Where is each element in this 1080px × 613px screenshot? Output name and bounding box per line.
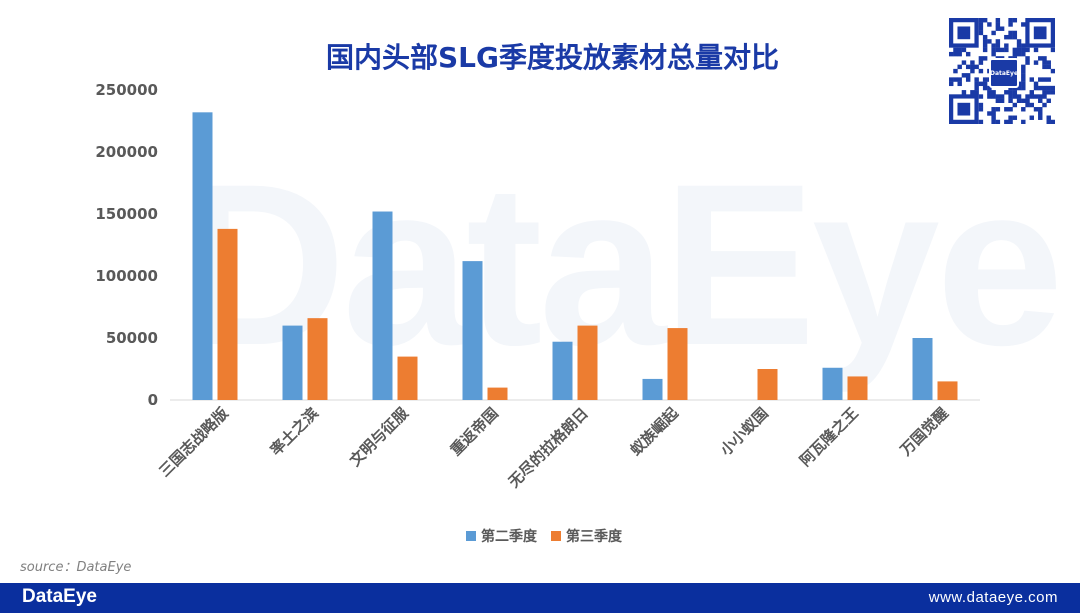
x-tick-label: 蚁族崛起 (627, 403, 683, 459)
bar-q3 (397, 356, 418, 400)
y-tick-label: 250000 (95, 81, 158, 99)
legend-item-q3: 第三季度 (551, 526, 622, 546)
x-tick-label: 阿瓦隆之王 (796, 404, 862, 470)
bar-q2 (552, 341, 573, 400)
qr-code[interactable]: DataEye (949, 18, 1056, 125)
bar-q2 (822, 367, 843, 400)
x-tick-label: 重返帝国 (447, 404, 502, 459)
bar-q3 (487, 387, 508, 400)
x-tick-label: 文明与征服 (346, 403, 412, 469)
y-tick-label: 50000 (106, 329, 158, 347)
legend-label-q2: 第二季度 (481, 529, 537, 545)
legend-item-q2: 第二季度 (466, 526, 537, 546)
x-tick-label: 率土之滨 (267, 404, 322, 459)
bar-q2 (282, 325, 303, 400)
footer-bar: DataEye www.dataeye.com (0, 583, 1080, 613)
y-tick-label: 200000 (95, 143, 158, 161)
bar-q3 (667, 328, 688, 400)
x-tick-label: 小小蚁国 (717, 404, 772, 459)
bar-q3 (307, 318, 328, 400)
y-tick-label: 0 (148, 391, 158, 409)
bar-q2 (912, 338, 933, 400)
source-note: source：DataEye (20, 560, 132, 575)
x-tick-label: 万国觉醒 (896, 404, 952, 460)
qr-logo: DataEye (989, 58, 1019, 88)
legend-swatch-q3 (551, 531, 561, 541)
bar-q2 (192, 112, 213, 400)
bar-q3 (757, 369, 778, 400)
legend-label-q3: 第三季度 (566, 529, 622, 545)
bar-q3 (937, 381, 958, 400)
y-tick-label: 150000 (95, 205, 158, 223)
bar-q2 (642, 378, 663, 400)
bar-q3 (217, 228, 238, 400)
bar-q3 (577, 325, 598, 400)
bar-q2 (462, 261, 483, 400)
y-tick-label: 100000 (95, 267, 158, 285)
footer-url[interactable]: www.dataeye.com (928, 589, 1058, 606)
bar-q3 (847, 376, 868, 400)
bar-q2 (372, 211, 393, 400)
legend: 第二季度 第三季度 (466, 526, 622, 546)
x-tick-label: 三国志战略版 (155, 404, 231, 480)
chart-title: 国内头部SLG季度投放素材总量对比 (326, 41, 779, 74)
footer-logo: DataEye (22, 586, 97, 607)
legend-swatch-q2 (466, 531, 476, 541)
x-tick-label: 无尽的拉格朗日 (504, 404, 592, 492)
